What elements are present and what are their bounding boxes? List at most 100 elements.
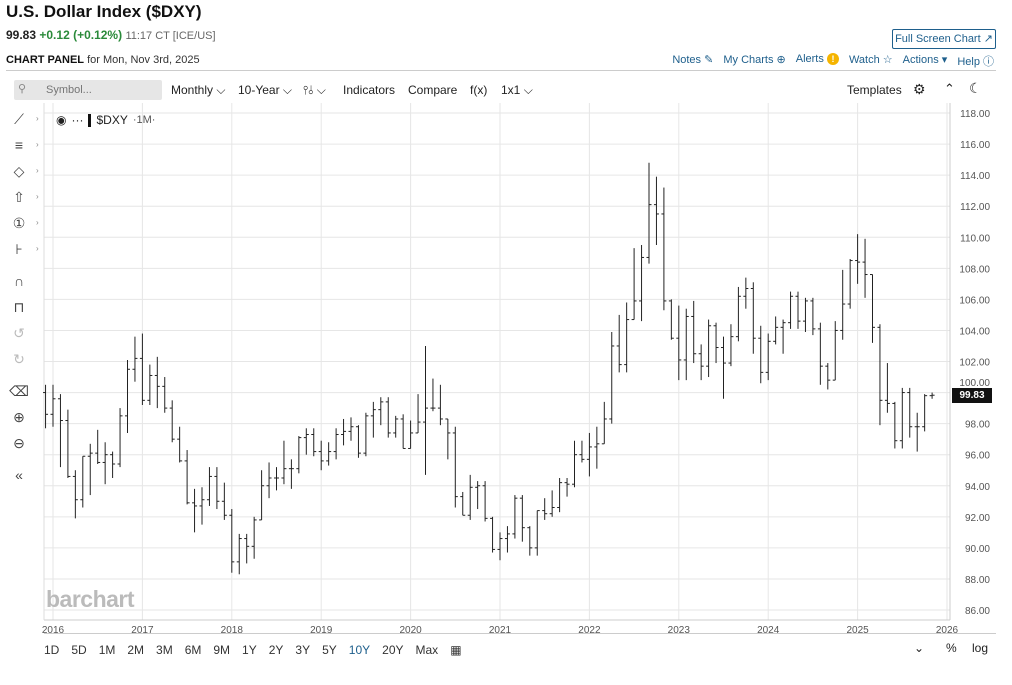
x-tick-label: 2026 <box>936 625 959 636</box>
range-3y[interactable]: 3Y <box>295 643 311 657</box>
ohlc-bar <box>713 322 719 364</box>
y-tick-label: 112.00 <box>960 202 990 213</box>
range-10y[interactable]: 10Y <box>348 643 371 657</box>
range-1y[interactable]: 1Y <box>242 643 257 657</box>
chart-toolbar: ⚲ Monthly ⌵ 10-Year ⌵ ⫯⫰ ⌵ Indicators Co… <box>0 78 1012 102</box>
ohlc-bar <box>668 299 674 340</box>
calendar-icon[interactable]: ▦ <box>450 643 462 657</box>
line-tool-icon[interactable]: ⟋ › <box>14 111 39 127</box>
more-options-icon[interactable]: ··· <box>71 113 84 127</box>
range-max[interactable]: Max <box>415 643 439 657</box>
ohlc-bar <box>236 533 242 575</box>
ohlc-bar <box>177 426 183 463</box>
expand-down-icon[interactable]: ⌄ <box>914 641 925 655</box>
ohlc-bar <box>817 322 823 385</box>
chart-panel-date: for Mon, Nov 3rd, 2025 <box>87 54 200 66</box>
ohlc-bar <box>758 325 764 384</box>
arrow-tool-icon[interactable]: ⇧ › <box>13 189 39 205</box>
zoom-out-icon[interactable]: ⊖ <box>13 435 25 451</box>
ohlc-bar <box>169 400 175 443</box>
zoom-in-icon[interactable]: ⊕ <box>13 409 25 425</box>
divider <box>6 70 996 71</box>
trash-icon[interactable]: ⌫ <box>9 383 29 399</box>
collapse-up-icon[interactable]: ⌃ <box>944 81 955 96</box>
ohlc-bar <box>594 426 600 469</box>
period-select[interactable]: 10-Year ⌵ <box>238 83 293 97</box>
range-2m[interactable]: 2M <box>127 643 145 657</box>
ohlc-bar <box>780 319 786 354</box>
range-2y[interactable]: 2Y <box>268 643 284 657</box>
ohlc-bar <box>586 432 592 477</box>
ohlc-bar <box>721 336 726 399</box>
alerts-link[interactable]: Alerts ! <box>796 53 839 69</box>
fibonacci-tool-icon[interactable]: ≡ › <box>14 137 39 153</box>
x-tick-label: 2020 <box>399 625 422 636</box>
my-charts-link[interactable]: My Charts ⊕ <box>723 53 785 69</box>
price-chart[interactable]: 86.00 88.00 90.00 92.00 94.00 96.00 98.00 100.0… <box>0 103 1012 638</box>
range-5d[interactable]: 5D <box>71 643 87 657</box>
annotation-tool-icon[interactable]: ① › <box>12 215 39 231</box>
range-3m[interactable]: 3M <box>156 643 173 657</box>
visibility-eye-icon[interactable]: ◉ <box>56 113 67 127</box>
caret-down-icon: ▾ <box>941 54 948 66</box>
undo-icon[interactable]: ↺ <box>13 325 25 341</box>
interval-select[interactable]: Monthly ⌵ <box>171 83 226 97</box>
indicators-button[interactable]: Indicators <box>343 83 396 97</box>
ohlc-bar <box>184 450 190 505</box>
help-link[interactable]: Help ⓘ <box>957 53 994 69</box>
ohlc-bar <box>80 455 86 508</box>
chart-panel-label: CHART PANEL <box>6 54 85 66</box>
range-5y[interactable]: 5Y <box>322 643 337 657</box>
ohlc-bar <box>445 418 451 460</box>
ohlc-bar <box>609 331 615 424</box>
ohlc-bar <box>281 440 287 485</box>
actions-menu[interactable]: Actions ▾ <box>903 53 948 69</box>
y-tick-label: 104.00 <box>959 326 990 337</box>
ohlc-bar <box>631 248 637 321</box>
measure-tool-icon[interactable]: ⊦ › <box>15 241 39 257</box>
alerts-label: Alerts <box>795 53 824 65</box>
ohlc-bar <box>251 516 257 559</box>
ohlc-bar <box>274 467 279 491</box>
y-tick-label: 106.00 <box>959 295 990 306</box>
range-1d[interactable]: 1D <box>44 643 60 657</box>
symbol-input[interactable] <box>14 80 162 100</box>
legend-symbol: $DXY <box>96 113 128 127</box>
compare-button[interactable]: Compare <box>408 83 458 97</box>
range-9m[interactable]: 9M <box>213 643 231 657</box>
range-6m[interactable]: 6M <box>184 643 202 657</box>
dark-mode-moon-icon[interactable]: ☾ <box>969 80 982 96</box>
ohlc-bar <box>125 359 130 433</box>
full-screen-chart-button[interactable]: Full Screen Chart ↗ <box>892 29 996 49</box>
ohlc-bar <box>653 176 659 246</box>
templates-button[interactable]: Templates <box>847 83 902 97</box>
ohlc-bar <box>415 394 421 434</box>
collapse-sidebar-icon[interactable]: « <box>15 467 23 483</box>
range-20y[interactable]: 20Y <box>382 643 404 657</box>
range-1m[interactable]: 1M <box>98 643 116 657</box>
log-toggle[interactable]: log <box>972 641 989 655</box>
ohlc-bar <box>355 425 361 458</box>
unlock-icon[interactable]: ⊓ <box>13 299 25 315</box>
settings-gear-icon[interactable]: ⚙ <box>913 81 926 97</box>
bar-type-select[interactable]: ⫯⫰ ⌵ <box>303 83 326 97</box>
ohlc-bar <box>206 467 212 506</box>
search-icon: ⚲ <box>18 83 27 95</box>
ohlc-bar <box>326 442 332 466</box>
x-tick-label: 2023 <box>668 625 691 636</box>
ohlc-bar <box>549 490 555 517</box>
ohlc-bar <box>482 481 488 522</box>
redo-icon[interactable]: ↻ <box>13 351 25 367</box>
fx-button[interactable]: f(x) <box>470 83 488 97</box>
watch-link[interactable]: Watch ☆ <box>849 53 893 69</box>
panel-links: Notes ✎ My Charts ⊕ Alerts ! Watch ☆ Act… <box>672 53 994 69</box>
layout-select[interactable]: 1x1 ⌵ <box>501 83 533 97</box>
x-tick-label: 2019 <box>310 625 333 636</box>
notes-link[interactable]: Notes ✎ <box>672 53 713 69</box>
ohlc-bar <box>624 302 630 373</box>
ohlc-bar <box>773 316 779 345</box>
percent-toggle[interactable]: % <box>946 641 957 655</box>
shape-tool-icon[interactable]: ◇ › <box>13 163 39 179</box>
ohlc-bar <box>519 495 525 542</box>
magnet-icon[interactable]: ∩ <box>13 273 25 289</box>
